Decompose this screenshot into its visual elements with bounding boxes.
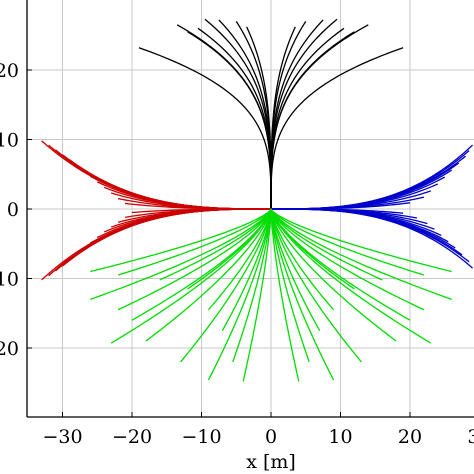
green-trajectory (221, 208, 272, 331)
x-tick-label: −20 (112, 426, 152, 448)
black-trajectory (270, 27, 345, 209)
red-trajectory-group (41, 140, 271, 281)
green-trajectory (270, 208, 411, 321)
x-tick-label: 0 (265, 426, 277, 448)
y-tick-label: 20 (0, 60, 19, 82)
black-trajectory (270, 26, 296, 209)
green-trajectory (270, 208, 432, 344)
blue-trajectory (271, 208, 470, 263)
green-trajectory (180, 208, 272, 363)
green-trajectory (159, 208, 272, 281)
blue-trajectory (271, 155, 467, 210)
x-tick-labels: −30 −20 −10 0 10 20 30 (42, 412, 474, 448)
x-tick-label: −10 (181, 426, 221, 448)
red-trajectory (41, 208, 271, 281)
green-trajectory (117, 208, 272, 311)
green-trajectory (270, 208, 335, 311)
black-trajectory-group (138, 18, 404, 209)
x-tick-label: 10 (328, 426, 352, 448)
green-trajectory (117, 208, 272, 276)
red-trajectory (62, 154, 271, 210)
y-tick-labels: 20 10 0 10 20 (0, 60, 32, 360)
x-axis-title: x [m] (246, 451, 296, 473)
x-tick-label: 30 (467, 426, 474, 448)
black-trajectory (138, 47, 272, 209)
green-trajectory (270, 208, 452, 273)
green-trajectory (270, 208, 310, 363)
green-trajectory (207, 208, 272, 381)
green-trajectory (270, 208, 452, 300)
green-trajectory (90, 208, 272, 273)
y-tick-label: 10 (0, 130, 19, 152)
green-trajectory (270, 208, 383, 281)
x-tick-label: 20 (398, 426, 422, 448)
trajectory-series (41, 18, 473, 382)
green-trajectory (270, 208, 425, 311)
green-trajectory (270, 208, 362, 363)
y-tick-label: 0 (7, 199, 19, 221)
green-trajectory (270, 208, 335, 381)
green-trajectory (270, 208, 397, 342)
green-trajectory (207, 208, 272, 311)
green-trajectory (131, 208, 272, 321)
y-tick-label: 10 (0, 269, 19, 291)
green-trajectory (270, 208, 321, 331)
black-trajectory (197, 27, 272, 209)
blue-trajectory-group (271, 144, 473, 269)
red-trajectory (76, 164, 271, 210)
green-trajectory (110, 208, 272, 344)
green-trajectory (90, 208, 272, 300)
red-trajectory (41, 140, 271, 210)
red-trajectory (55, 208, 271, 272)
blue-trajectory (271, 208, 473, 269)
green-trajectory-group (90, 208, 452, 382)
blue-trajectory (271, 144, 473, 210)
red-trajectory (69, 159, 271, 210)
green-trajectory (270, 208, 425, 276)
green-trajectory (242, 208, 272, 382)
red-trajectory (55, 149, 271, 210)
green-trajectory (270, 208, 300, 382)
y-tick-label: 20 (0, 338, 19, 360)
black-trajectory (270, 47, 404, 209)
x-tick-label: −30 (42, 426, 82, 448)
green-trajectory (232, 208, 272, 363)
green-trajectory (145, 208, 272, 342)
red-trajectory (48, 144, 271, 210)
